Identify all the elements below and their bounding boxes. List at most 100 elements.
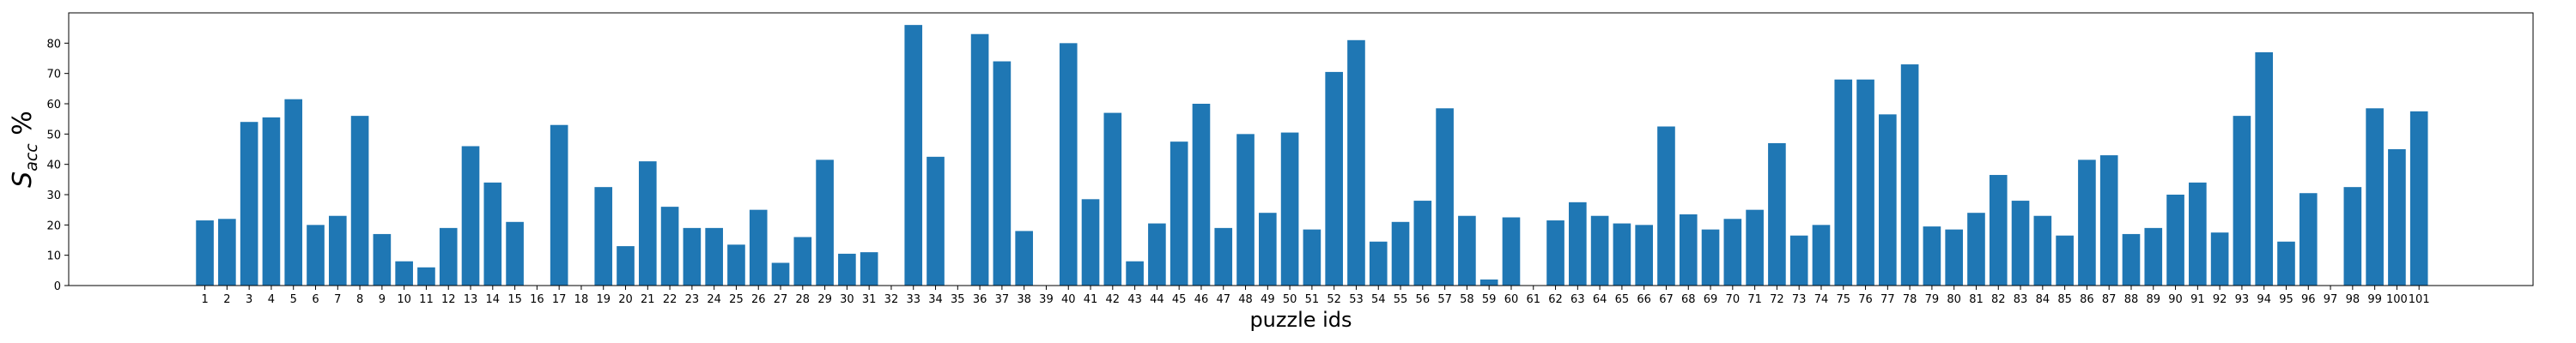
bar [1236, 134, 1255, 286]
x-tick-label: 12 [441, 293, 456, 306]
y-tick-labels: 0 10 20 30 40 50 60 70 80 [46, 38, 61, 293]
x-tick-label: 21 [641, 293, 655, 306]
y-axis-label-sub: acc [22, 143, 41, 172]
bar [2033, 215, 2052, 286]
x-tick-label: 8 [356, 293, 363, 306]
x-tick-label: 22 [663, 293, 677, 306]
x-tick-label: 93 [2235, 293, 2250, 306]
x-tick-label: 25 [729, 293, 744, 306]
bar [749, 209, 768, 286]
bar [1789, 235, 1808, 286]
bar [350, 116, 369, 286]
bar [550, 124, 568, 286]
bar [1768, 142, 1786, 286]
x-tick-label: 49 [1261, 293, 1275, 306]
x-tick-label: 11 [419, 293, 434, 306]
y-axis-label-suffix: % [8, 111, 38, 143]
x-tick-label: 72 [1770, 293, 1784, 306]
x-tick-label: 57 [1437, 293, 1452, 306]
plot-frame [68, 12, 2534, 286]
x-tick-label: 19 [596, 293, 611, 306]
x-tick-label: 47 [1216, 293, 1230, 306]
x-tick-label: 99 [2367, 293, 2382, 306]
y-tick-label: 10 [46, 250, 61, 263]
bar [1059, 43, 1078, 286]
bar [638, 161, 657, 286]
y-tick-label: 30 [46, 190, 61, 202]
x-tick-label: 45 [1172, 293, 1187, 306]
bar [793, 237, 812, 286]
x-tick-label: 27 [774, 293, 788, 306]
bar-series [196, 25, 2428, 286]
x-tick-label: 24 [707, 293, 721, 306]
x-tick-label: 55 [1394, 293, 1408, 306]
bar [196, 220, 214, 286]
x-tick-label: 6 [312, 293, 319, 306]
x-tick-label: 23 [685, 293, 700, 306]
x-tick-label: 76 [1858, 293, 1873, 306]
bar [1856, 79, 1874, 286]
x-tick-label: 53 [1349, 293, 1364, 306]
x-tick-label: 61 [1526, 293, 1540, 306]
bar [395, 261, 413, 286]
x-tick-label: 94 [2257, 293, 2271, 306]
y-tick-label: 70 [46, 69, 61, 81]
x-tick-label: 34 [928, 293, 943, 306]
x-tick-label: 48 [1238, 293, 1253, 306]
bar [2122, 233, 2141, 286]
bar [284, 99, 303, 286]
bar [1900, 64, 1919, 286]
x-tick-label: 52 [1327, 293, 1341, 306]
bar [1945, 229, 1964, 286]
x-tick-label: 3 [246, 293, 252, 306]
x-tick-label: 54 [1371, 293, 1386, 306]
bar [1325, 71, 1343, 286]
bar [771, 262, 790, 286]
x-tick-label: 63 [1571, 293, 1585, 306]
x-tick-label: 65 [1615, 293, 1630, 306]
bar [1413, 201, 1432, 286]
bar [1479, 279, 1498, 286]
x-tick-label: 10 [397, 293, 411, 306]
x-tick-label: 33 [906, 293, 920, 306]
x-tick-label: 70 [1726, 293, 1741, 306]
bar [727, 244, 745, 286]
x-tick-label: 20 [618, 293, 633, 306]
bar [2099, 155, 2118, 286]
x-tick-label: 87 [2102, 293, 2117, 306]
x-tick-label: 84 [2036, 293, 2050, 306]
x-tick-label: 75 [1836, 293, 1850, 306]
bar [1635, 225, 1653, 286]
x-tick-label: 42 [1106, 293, 1121, 306]
y-axis-label: Sacc % [8, 111, 41, 188]
bar [1812, 225, 1831, 286]
x-tick-label: 30 [840, 293, 854, 306]
x-tick-label: 67 [1659, 293, 1674, 306]
x-tick-label: 7 [334, 293, 341, 306]
bar [1126, 261, 1144, 286]
y-axis-label-main: S [8, 172, 38, 188]
bar [1280, 132, 1299, 286]
x-tick-label: 62 [1548, 293, 1563, 306]
bar [262, 117, 281, 286]
x-tick-label: 4 [268, 293, 275, 306]
bar [2255, 51, 2274, 286]
x-tick-label: 32 [884, 293, 899, 306]
x-tick-label: 82 [1991, 293, 2006, 306]
bar [904, 25, 923, 286]
bar [240, 122, 258, 286]
bar [617, 246, 635, 286]
x-tick-label: 38 [1017, 293, 1031, 306]
x-tick-label: 35 [951, 293, 965, 306]
x-tick-label: 81 [1969, 293, 1984, 306]
bar [2056, 235, 2074, 286]
x-tick-label: 97 [2324, 293, 2338, 306]
bar [2144, 227, 2163, 286]
bar [483, 182, 502, 286]
x-tick-label: 43 [1127, 293, 1142, 306]
bar [2409, 111, 2428, 286]
x-tick-label: 90 [2168, 293, 2183, 306]
x-tick-label: 68 [1681, 293, 1696, 306]
bar [2233, 116, 2251, 286]
